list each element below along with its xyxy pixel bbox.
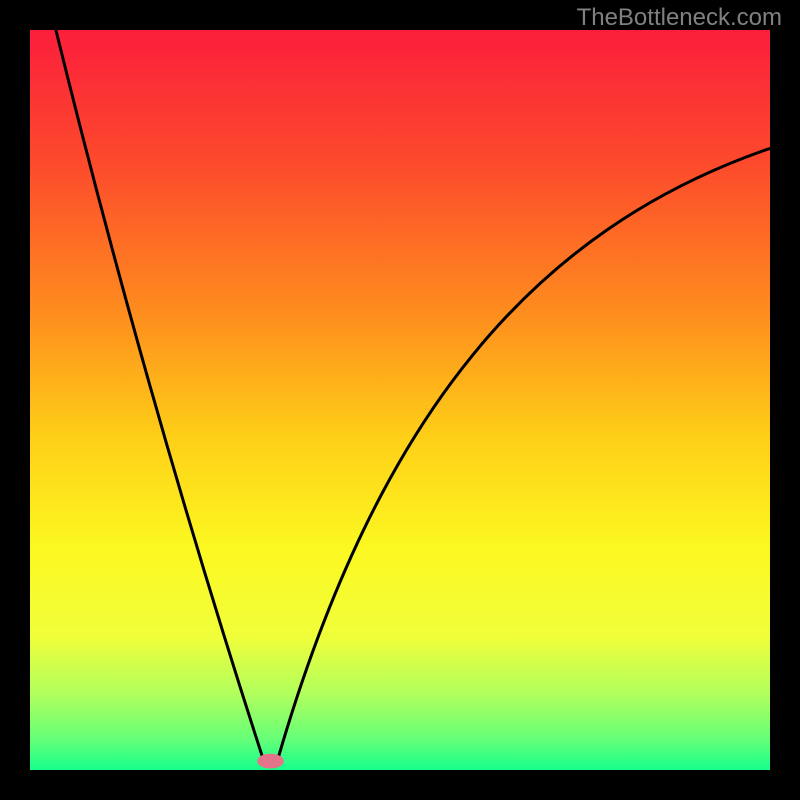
min-marker xyxy=(257,754,284,769)
plot-area xyxy=(30,30,770,770)
gradient-background xyxy=(30,30,770,770)
watermark-text: TheBottleneck.com xyxy=(577,4,782,32)
chart-frame: TheBottleneck.com xyxy=(0,0,800,800)
chart-svg xyxy=(30,30,770,770)
